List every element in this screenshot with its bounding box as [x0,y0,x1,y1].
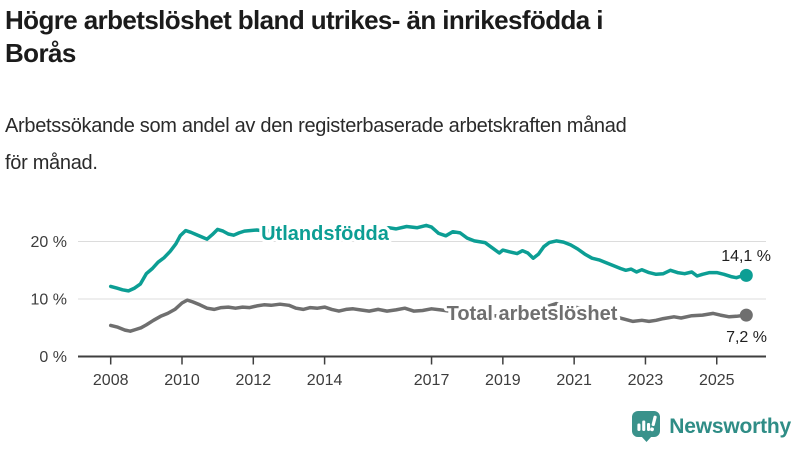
plot-area: 2008 2010 2012 2014 2017 2019 2021 2023 2025 0 % 1… [31,223,766,389]
x-tick-label: 2023 [628,372,664,389]
newsworthy-logo-text: Newsworthy [669,414,791,438]
y-tick-label: 0 % [39,349,67,366]
y-tick-label: 20 % [31,234,67,251]
series-line-total-arbetsloshet [108,298,749,333]
end-value-label-utlandsfodda: 14,1 % [721,248,771,265]
newsworthy-bar-chart-bubble-icon [632,411,661,442]
x-tick-label: 2010 [164,372,200,389]
chart-subtitle: Arbetssökande som andel av den registerb… [5,108,797,182]
x-tick-label: 2012 [236,372,272,389]
page-title-line2: Borås [5,38,76,68]
chart-subtitle-line2: för månad. [5,152,98,174]
x-tick-label: 2021 [556,372,592,389]
x-tick-label: 2008 [93,372,129,389]
series-label-total-arbetsloshet: Total arbetslöshet [447,303,618,325]
chart-subtitle-line1: Arbetssökande som andel av den registerb… [5,115,627,137]
x-tick-label: 2019 [485,372,521,389]
end-value-label-total: 7,2 % [726,329,767,346]
series-end-dot-utlandsfodda [739,268,753,282]
x-tick-label: 2025 [699,372,735,389]
x-tick-label: 2014 [307,372,343,389]
x-tick-label: 2017 [414,372,450,389]
series-line-utlandsfodda [108,223,749,293]
newsworthy-logo[interactable]: Newsworthy [631,410,791,443]
page-title-line1: Högre arbetslöshet bland utrikes- än inr… [5,5,603,35]
y-tick-label: 10 % [31,292,67,309]
series-end-dot-total-arbetsloshet [739,308,753,322]
page-title: Högre arbetslöshet bland utrikes- än inr… [5,4,793,70]
series-label-utlandsfodda: Utlandsfödda [261,223,390,245]
